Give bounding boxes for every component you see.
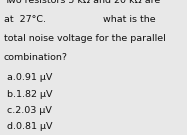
Text: combination?: combination?: [4, 53, 68, 62]
Text: Two resistors 5 kΩ and 20 kΩ are: Two resistors 5 kΩ and 20 kΩ are: [4, 0, 160, 5]
Text: a.0.91 μV: a.0.91 μV: [7, 73, 53, 82]
Text: at  27°C.                   what is the: at 27°C. what is the: [4, 15, 155, 24]
Text: b.1.82 μV: b.1.82 μV: [7, 90, 53, 99]
Text: c.2.03 μV: c.2.03 μV: [7, 106, 52, 115]
Text: total noise voltage for the parallel: total noise voltage for the parallel: [4, 34, 165, 43]
Text: d.0.81 μV: d.0.81 μV: [7, 122, 53, 131]
